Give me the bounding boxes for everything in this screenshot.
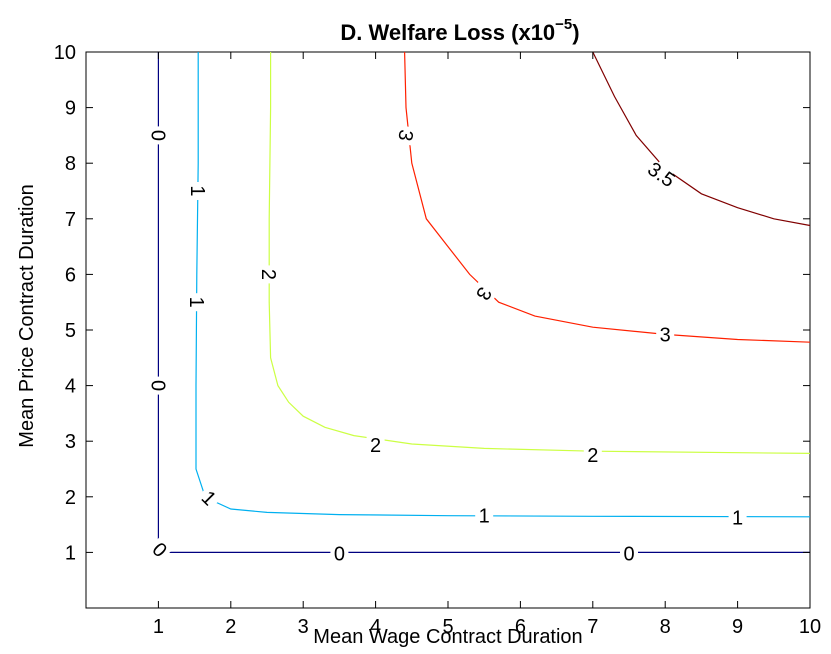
contour-label: 0	[146, 380, 168, 391]
contour-label-gap	[470, 280, 499, 308]
contour-label-gap	[366, 434, 385, 457]
x-tick-label: 8	[660, 616, 671, 638]
contour-label: 2	[370, 435, 381, 457]
y-tick-label: 8	[65, 153, 76, 175]
contour-label: 1	[479, 506, 490, 528]
contour-label-gap	[258, 265, 281, 284]
contour-label-gap	[393, 124, 419, 147]
contour-label-gap	[475, 504, 494, 527]
x-tick-label: 5	[442, 616, 453, 638]
y-tick-label: 5	[65, 320, 76, 342]
contour-label-gap	[145, 535, 174, 564]
contour-label-gap	[728, 506, 747, 529]
x-tick-label: 7	[587, 616, 598, 638]
contour-label: 0	[623, 544, 634, 566]
contour-label-gap	[194, 483, 224, 513]
contour-label: 1	[186, 185, 208, 196]
contour-label: 3	[660, 324, 671, 346]
contour-label-gap	[185, 293, 208, 312]
y-tick-label: 9	[65, 98, 76, 120]
contour-line-level-2	[268, 52, 811, 454]
x-tick-label: 10	[799, 616, 821, 638]
x-tick-label: 6	[515, 616, 526, 638]
y-tick-label: 2	[65, 487, 76, 509]
contour-label-gap	[656, 323, 675, 346]
contour-label: 1	[732, 507, 743, 529]
chart-title: D. Welfare Loss (x10−5)	[340, 16, 579, 45]
x-tick-label: 3	[298, 616, 309, 638]
contour-label-gap	[647, 160, 676, 189]
x-axis-label: Mean Wage Contract Duration	[313, 626, 582, 648]
title-exponent: −5	[555, 16, 572, 33]
contour-line-level-3-5	[592, 51, 811, 227]
contour-label: 3	[393, 128, 417, 143]
title-close: )	[572, 20, 579, 45]
x-tick-label: 1	[153, 616, 164, 638]
contour-label-gap	[330, 542, 349, 565]
contour-label: 0	[334, 544, 345, 566]
x-tick-label: 2	[225, 616, 236, 638]
y-tick-label: 3	[65, 431, 76, 453]
x-axis-ticks: 1 2 3 4 5 6 7 8 9 10	[153, 52, 821, 638]
x-tick-label: 4	[370, 616, 381, 638]
contour-label-gap	[187, 182, 210, 200]
contour-label-gap	[583, 444, 602, 467]
contour-label-gap	[147, 126, 170, 145]
contour-label: 0	[146, 130, 168, 141]
contour-label: 2	[257, 269, 279, 280]
x-tick-label: 9	[732, 616, 743, 638]
y-tick-label: 6	[65, 264, 76, 286]
contour-label-gap	[620, 542, 638, 565]
contour-label: 2	[587, 445, 598, 467]
plot-area	[85, 51, 811, 609]
y-tick-label: 10	[54, 42, 76, 64]
contour-label: 1	[185, 297, 207, 308]
y-tick-label: 7	[65, 209, 76, 231]
title-main: D. Welfare Loss (x10	[340, 20, 555, 45]
y-tick-label: 1	[65, 542, 76, 564]
y-tick-label: 4	[65, 376, 76, 398]
y-axis-label: Mean Price Contract Duration	[16, 184, 38, 447]
contour-label-gap	[147, 376, 170, 395]
